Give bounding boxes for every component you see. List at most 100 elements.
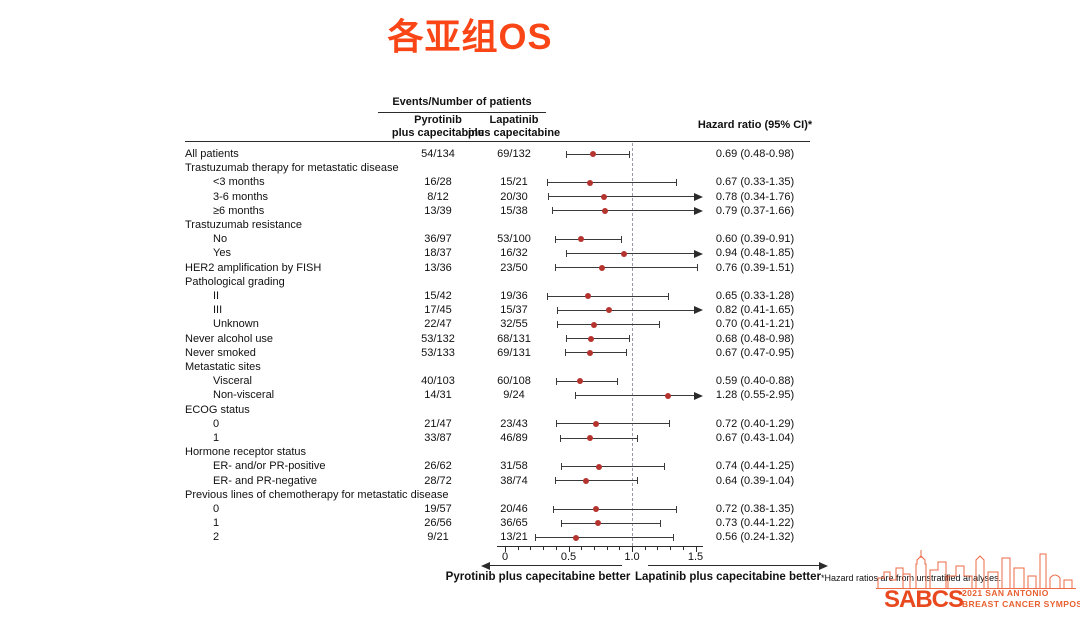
pyrotinib-events-value: 22/47 [424, 318, 452, 331]
forest-row: Visceral 40/103 60/108 0.59 (0.40-0.88) [0, 374, 1080, 388]
hazard-ratio-value: 0.67 (0.47-0.95) [715, 346, 795, 359]
x-axis-minor-tick [530, 547, 532, 550]
subgroup-header-row: Previous lines of chemotherapy for metas… [0, 488, 1080, 502]
hazard-ratio-value: 0.67 (0.33-1.35) [715, 176, 795, 189]
x-axis-tick-label: 1.5 [687, 551, 704, 563]
hazard-ratio-point-marker [598, 264, 605, 271]
forest-row: Never smoked 53/133 69/131 0.67 (0.47-0.95) [0, 346, 1080, 360]
ci-lower-cap [557, 320, 559, 328]
lapatinib-events-value: 20/30 [500, 190, 528, 203]
row-label: III [213, 304, 223, 317]
hazard-ratio-point-marker [593, 420, 600, 427]
row-label: Pathological grading [185, 275, 285, 288]
ci-upper-cap [663, 462, 665, 470]
hazard-ratio-value: 0.73 (0.44-1.22) [715, 517, 795, 530]
ci-exceeds-axis-arrowhead-icon [694, 391, 703, 400]
forest-row: Yes 18/37 16/32 0.94 (0.48-1.85) [0, 246, 1080, 260]
hazard-ratio-value: 1.28 (0.55-2.95) [715, 389, 795, 402]
pyrotinib-events-value: 53/133 [421, 346, 455, 359]
x-axis-minor-tick [644, 547, 646, 550]
pyrotinib-events-value: 13/36 [424, 261, 452, 274]
forest-row: III 17/45 15/37 0.82 (0.41-1.65) [0, 303, 1080, 317]
pyrotinib-arm-name: Pyrotinib [414, 114, 462, 126]
row-label: Trastuzumab therapy for metastatic disea… [185, 162, 399, 175]
lapatinib-arm-name: Lapatinib [489, 114, 539, 126]
confidence-interval-line [565, 252, 694, 254]
row-label: 2 [213, 531, 220, 544]
x-axis-minor-tick [593, 547, 595, 550]
lapatinib-events-value: 38/74 [500, 474, 528, 487]
ci-lower-cap [555, 377, 557, 385]
ci-upper-cap [620, 235, 622, 243]
x-axis-minor-tick [581, 547, 583, 550]
right-better-arrow-line [648, 565, 820, 566]
pyrotinib-better-label: Pyrotinib plus capecitabine better [445, 571, 631, 583]
hazard-ratio-value: 0.82 (0.41-1.65) [715, 304, 795, 317]
confidence-interval-line [548, 196, 694, 198]
confidence-interval-line [554, 238, 621, 240]
x-axis-minor-tick [555, 547, 557, 550]
ci-lower-cap [553, 505, 555, 513]
lapatinib-events-value: 36/65 [500, 517, 528, 530]
lapatinib-events-value: 23/43 [500, 417, 528, 430]
hazard-ratio-point-marker [583, 477, 590, 484]
hazard-ratio-value: 0.72 (0.40-1.29) [715, 417, 795, 430]
confidence-interval-line [565, 153, 630, 155]
subgroup-header-row: Trastuzumab resistance [0, 218, 1080, 232]
ci-lower-cap [546, 178, 548, 186]
lapatinib-events-value: 60/108 [497, 375, 531, 388]
confidence-interval-line [546, 295, 668, 297]
ci-lower-cap [548, 193, 550, 201]
row-label: Hormone receptor status [185, 446, 307, 459]
row-label: ≥6 months [213, 204, 265, 217]
hazard-ratio-value: 0.78 (0.34-1.76) [715, 190, 795, 203]
lapatinib-events-value: 20/46 [500, 503, 528, 515]
x-axis-minor-tick [657, 547, 659, 550]
forest-row: ER- and PR-negative 28/72 38/74 0.64 (0.39-… [0, 474, 1080, 488]
ci-upper-cap [629, 335, 631, 343]
pyrotinib-events-value: 17/45 [424, 304, 452, 317]
forest-row: ≥6 months 13/39 15/38 0.79 (0.37-1.66) [0, 204, 1080, 218]
lapatinib-events-value: 69/131 [497, 346, 531, 359]
pyrotinib-events-value: 26/56 [424, 517, 452, 530]
row-label: Metastatic sites [185, 361, 261, 373]
forest-row: HER2 amplification by FISH 13/36 23/50 0.76… [0, 261, 1080, 275]
forest-row: ER- and/or PR-positive 26/62 31/58 0.74 (0.… [0, 459, 1080, 473]
row-label: ER- and PR-negative [213, 474, 317, 487]
row-label: ER- and/or PR-positive [213, 460, 326, 473]
hazard-ratio-point-marker [664, 392, 671, 399]
x-axis-minor-tick [619, 547, 621, 550]
left-better-arrowhead-icon [481, 561, 490, 570]
hazard-ratio-point-marker [578, 236, 585, 243]
hazard-ratio-point-marker [601, 193, 608, 200]
hazard-ratio-point-marker [606, 307, 613, 314]
hazard-ratio-point-marker [587, 179, 594, 186]
lapatinib-events-value: 13/21 [500, 531, 528, 544]
ci-lower-cap [565, 335, 567, 343]
ci-lower-cap [546, 292, 548, 300]
ci-lower-cap [560, 519, 562, 527]
forest-row: Non-visceral 14/31 9/24 1.28 (0.55-2.95) [0, 388, 1080, 402]
ci-lower-cap [554, 264, 556, 272]
ci-lower-cap [555, 420, 557, 428]
confidence-interval-line [574, 394, 694, 396]
ci-exceeds-axis-arrowhead-icon [694, 306, 703, 315]
footnote: *Hazard ratios are from unstratified ana… [821, 573, 1002, 583]
lapatinib-events-value: 53/100 [497, 233, 531, 246]
hazard-ratio-point-marker [573, 534, 580, 541]
row-label: HER2 amplification by FISH [185, 261, 322, 274]
reference-line-hr-1 [632, 143, 633, 546]
confidence-interval-line [560, 465, 664, 467]
lapatinib-events-value: 19/36 [500, 290, 528, 302]
forest-row: 0 21/47 23/43 0.72 (0.40-1.29) [0, 417, 1080, 431]
lapatinib-events-value: 32/55 [500, 318, 528, 331]
hazard-ratio-point-marker [593, 506, 600, 513]
pyrotinib-events-value: 54/134 [421, 148, 455, 160]
pyrotinib-events-value: 26/62 [424, 460, 452, 473]
ci-lower-cap [551, 207, 553, 215]
ci-upper-cap [629, 150, 631, 158]
ci-lower-cap [565, 249, 567, 257]
hazard-ratio-point-marker [590, 321, 597, 328]
events-column-header: Events/Number of patients [378, 96, 546, 113]
x-axis-minor-tick [517, 547, 519, 550]
